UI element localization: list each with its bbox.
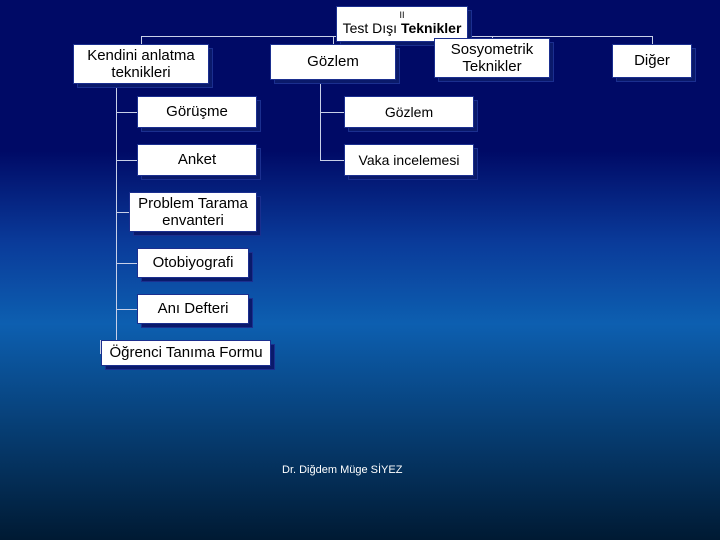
root-node: II Test Dışı Teknikler [336,6,468,42]
b1-otobiyografi: Otobiyografi [137,248,249,278]
conn-b1-h3 [116,212,129,213]
conn-b2-h1 [320,112,344,113]
conn-b1-h4 [116,263,137,264]
branch-gozlem: Gözlem [270,44,396,80]
conn-b2-h2 [320,160,344,161]
b1-problem-tarama: Problem Tarama envanteri [129,192,257,232]
conn-b1-v [141,36,142,44]
branch-diger: Diğer [612,44,692,78]
footer-author: Dr. Diğdem Müge SİYEZ [282,464,402,476]
branch-kendini-anlatma: Kendini anlatma teknikleri [73,44,209,84]
root-title: Test Dışı Teknikler [343,20,462,36]
branch-sosyometrik: Sosyometrik Teknikler [434,38,550,78]
b1-anket: Anket [137,144,257,176]
conn-b1-h2 [116,160,137,161]
b1-gorusme: Görüşme [137,96,257,128]
conn-b4-v [652,36,653,44]
conn-b2-spine [320,80,321,160]
b2-gozlem: Gözlem [344,96,474,128]
b1-ogrenci-tanima: Öğrenci Tanıma Formu [101,340,271,366]
conn-b2-v [333,36,334,44]
b1-ani-defteri: Anı Defteri [137,294,249,324]
conn-b1-h5 [116,309,137,310]
conn-b1-h1 [116,112,137,113]
conn-b1-spine [116,84,117,354]
b2-vaka: Vaka incelemesi [344,144,474,176]
root-small: II [399,11,404,20]
